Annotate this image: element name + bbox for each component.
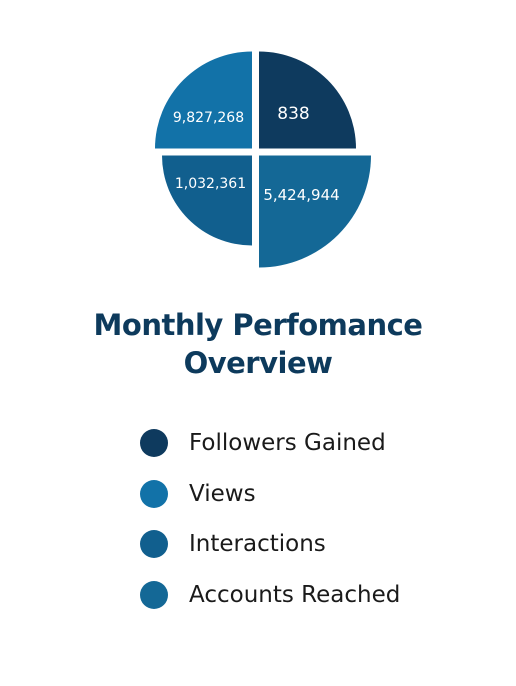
pie-slice-followers-gained	[259, 51, 356, 149]
legend-label: Accounts Reached	[189, 581, 401, 608]
chart-title-line-1: Monthly Perfomance	[93, 308, 423, 342]
pie-slice-interactions	[162, 155, 252, 246]
legend-item-followers-gained: Followers Gained	[140, 424, 500, 462]
legend-item-interactions: Interactions	[140, 525, 500, 563]
data-label-followers-gained: 838	[277, 104, 309, 124]
legend-item-views: Views	[140, 475, 500, 513]
chart-legend: Followers Gained Views Interactions Acco…	[140, 424, 500, 626]
legend-swatch	[140, 530, 168, 558]
chart-title-line-2: Overview	[183, 346, 333, 380]
legend-label: Interactions	[189, 531, 326, 557]
data-label-interactions: 1,032,361	[175, 176, 246, 192]
legend-swatch	[140, 580, 168, 609]
legend-item-accounts-reached: Accounts Reached	[140, 576, 500, 614]
legend-label: Views	[189, 480, 256, 507]
pie-slice-views	[155, 51, 252, 149]
data-label-views: 9,827,268	[173, 110, 244, 126]
legend-swatch	[140, 479, 168, 508]
pie-chart: 838 9,827,268 1,032,361 5,424,944	[155, 51, 371, 268]
chart-title: Monthly Perfomance Overview	[0, 306, 516, 382]
data-label-accounts-reached: 5,424,944	[263, 186, 339, 204]
pie-slice-accounts-reached	[259, 155, 371, 268]
legend-swatch	[140, 429, 168, 457]
legend-label: Followers Gained	[189, 430, 386, 456]
